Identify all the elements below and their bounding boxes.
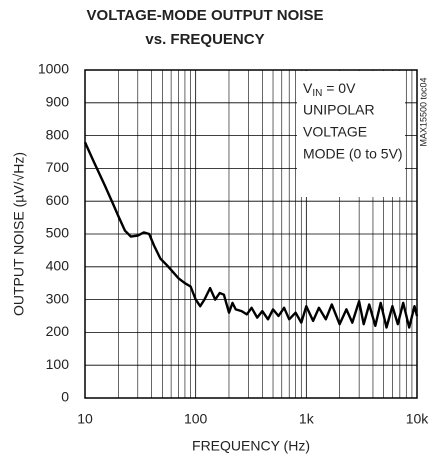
chart-title: vs. FREQUENCY [145, 31, 264, 48]
annotation-text: V [303, 80, 313, 96]
y-tick-label: 0 [61, 389, 69, 405]
y-axis-label: OUTPUT NOISE (µV/√Hz) [11, 152, 27, 316]
y-tick-label: 1000 [38, 61, 69, 77]
y-tick-label: 400 [46, 258, 70, 274]
annotation-text: = 0V [322, 80, 356, 96]
y-tick-label: 300 [46, 290, 70, 306]
x-tick-label: 10 [77, 411, 93, 427]
y-tick-label: 900 [46, 94, 70, 110]
y-tick-label: 800 [46, 126, 70, 142]
plot [83, 141, 419, 329]
annotation: VIN = 0V [303, 80, 356, 99]
chart-title: VOLTAGE-MODE OUTPUT NOISE [87, 7, 324, 24]
side-label: MAX15500 toc04 [418, 77, 428, 146]
annotation: MODE (0 to 5V) [303, 146, 403, 162]
x-tick-label: 10k [406, 411, 430, 427]
plot-frame [84, 69, 418, 399]
y-tick-label: 200 [46, 323, 70, 339]
line [83, 141, 419, 329]
annotation-text: IN [312, 88, 322, 99]
annotation-box [297, 71, 405, 197]
y-tick-label: 500 [46, 225, 70, 241]
x-axis-label: FREQUENCY (Hz) [192, 438, 310, 454]
y-tick-label: 700 [46, 159, 70, 175]
annotation: UNIPOLAR [303, 102, 375, 118]
annotation: VOLTAGE [303, 124, 367, 140]
y-tick-label: 100 [46, 356, 70, 372]
x-tick-label: 1k [299, 411, 315, 427]
x-tick-label: 100 [184, 411, 208, 427]
y-tick-label: 600 [46, 192, 70, 208]
